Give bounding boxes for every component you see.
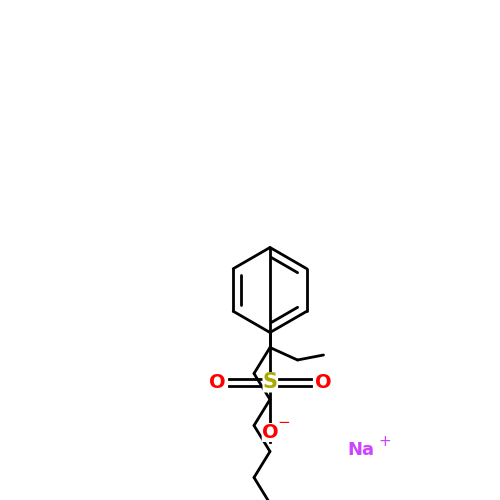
Text: +: + (378, 434, 392, 448)
Text: −: − (278, 415, 290, 430)
Text: O: O (262, 423, 278, 442)
Text: O: O (208, 373, 226, 392)
Text: S: S (262, 372, 278, 392)
Text: O: O (314, 373, 332, 392)
Text: Na: Na (348, 441, 374, 459)
